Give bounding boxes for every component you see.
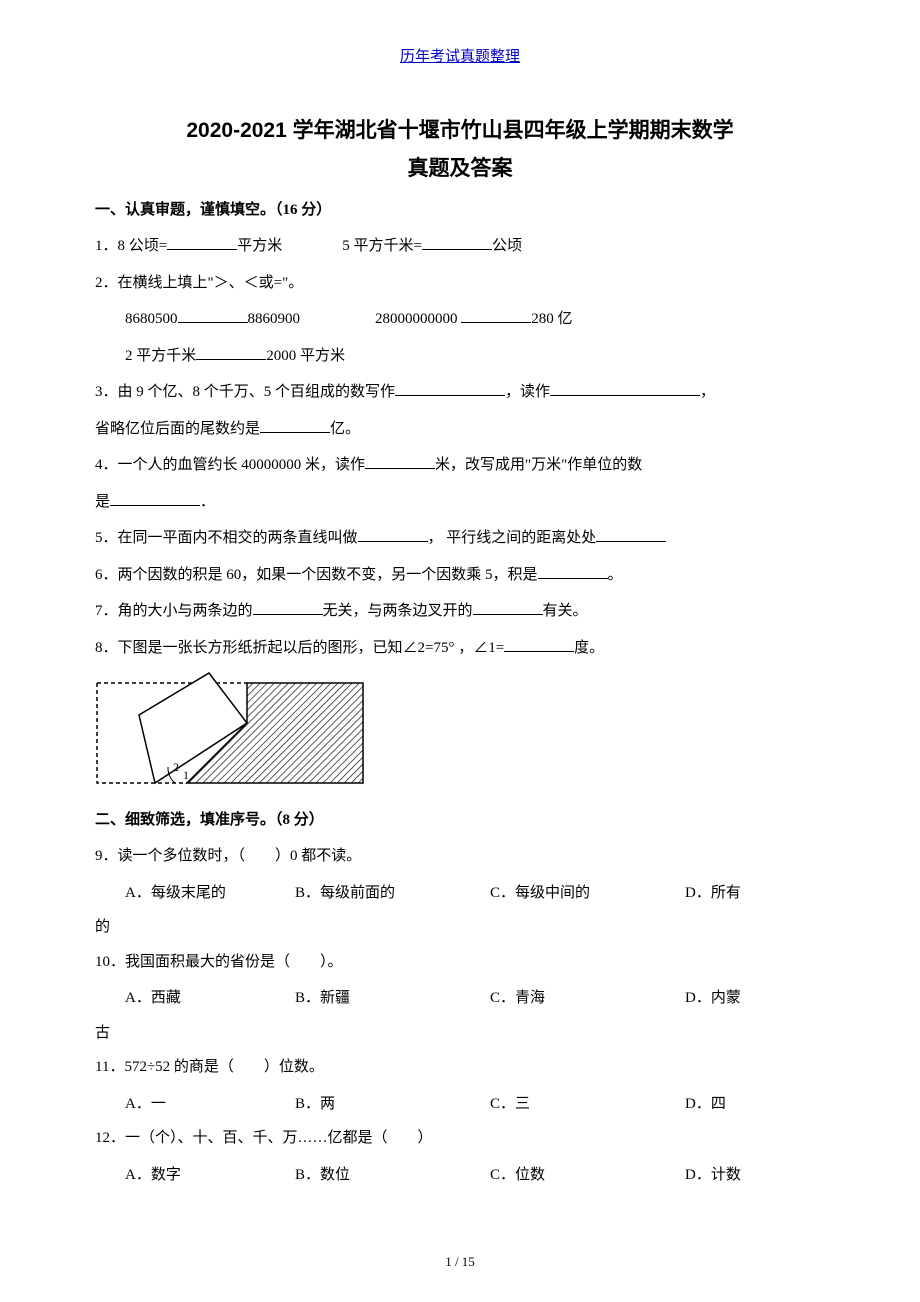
q2l1-b: 8860900 [248,311,301,327]
q3-c: ， [700,384,715,400]
q6-b: 。 [608,567,623,583]
q2l2-blank [196,342,266,360]
q9-choice-a: A．每级末尾的 [95,876,295,911]
fig-label-1: 1 [183,768,189,782]
q4-blank-1 [365,451,435,469]
q7-blank-2 [473,597,543,615]
q2l1-gap [300,311,375,327]
q11-choice-a: A．一 [95,1087,295,1122]
q2l1-blank-1 [178,305,248,323]
q4-b: 米，改写成用"万米"作单位的数 [435,457,642,473]
q2l1-a: 8680500 [125,311,178,327]
q1-blank-1 [167,232,237,250]
q3l2-b: 亿。 [330,421,360,437]
page-number: 1 / 15 [0,1254,920,1270]
q12-choice-a: A．数字 [95,1158,295,1193]
question-3-line-1: 3．由 9 个亿、8 个千万、5 个百组成的数写作 ，读作 ， [95,375,825,410]
question-12: 12．一（个）、十、百、千、万……亿都是（ ） [95,1121,825,1156]
q10-tail: 古 [95,1016,825,1051]
question-4-line-2: 是． [95,485,825,520]
fig-label-2: 2 [173,760,179,774]
q1-gap [282,238,342,254]
title-line-2: 真题及答案 [95,152,825,182]
q10-choice-c: C．青海 [490,981,685,1016]
q5-blank-1 [358,524,428,542]
question-2-line-2: 2 平方千米 2000 平方米 [95,339,825,374]
q1-text-c: 5 平方千米= [342,238,422,254]
q9-tail: 的 [95,910,825,945]
q8-a: 8．下图是一张长方形纸折起以后的图形，已知∠2=75° ，∠1= [95,640,504,656]
q3-blank-2 [550,378,700,396]
q9-choice-b: B．每级前面的 [295,876,490,911]
page-header-link: 历年考试真题整理 [95,45,825,66]
question-9: 9．读一个多位数时，（ ）0 都不读。 [95,839,825,874]
question-10-choices: A．西藏 B．新疆 C．青海 D．内蒙 [95,981,825,1016]
question-10: 10．我国面积最大的省份是（ ）。 [95,945,825,980]
q7-blank-1 [253,597,323,615]
q3-b: ，读作 [505,384,550,400]
q6-a: 6．两个因数的积是 60，如果一个因数不变，另一个因数乘 5，积是 [95,567,538,583]
q9-choice-c: C．每级中间的 [490,876,685,911]
question-6: 6．两个因数的积是 60，如果一个因数不变，另一个因数乘 5，积是 。 [95,558,825,593]
title-line-1: 2020-2021 学年湖北省十堰市竹山县四年级上学期期末数学 [95,114,825,144]
q3l2-a: 省略亿位后面的尾数约是 [95,421,260,437]
q10-choice-b: B．新疆 [295,981,490,1016]
q11-choice-c: C．三 [490,1087,685,1122]
q1-text-b: 平方米 [237,238,282,254]
q2l1-blank-2 [461,305,531,323]
q2l2-b: 2000 平方米 [266,348,345,364]
q4l2-a: 是 [95,494,110,510]
q4-blank-2 [110,488,200,506]
q8-blank [504,634,574,652]
question-2-line-1: 8680500 8860900 28000000000 280 亿 [95,302,825,337]
q7-a: 7．角的大小与两条边的 [95,603,253,619]
q10-choice-a: A．西藏 [95,981,295,1016]
section-1-header: 一、认真审题，谨慎填空。（16 分） [95,198,825,219]
q1-text-d: 公顷 [492,238,522,254]
q5-blank-2 [596,524,666,542]
question-12-choices: A．数字 B．数位 C．位数 D．计数 [95,1158,825,1193]
q8-b: 度。 [574,640,604,656]
q9-choice-d: D．所有 [685,876,825,911]
question-3-line-2: 省略亿位后面的尾数约是 亿。 [95,412,825,447]
question-11: 11．572÷52 的商是（ ）位数。 [95,1050,825,1085]
q7-b: 无关，与两条边叉开的 [323,603,473,619]
q1-text-a: 1．8 公顷= [95,238,167,254]
q3-blank-1 [395,378,505,396]
q10-choice-d: D．内蒙 [685,981,825,1016]
q3-blank-3 [260,415,330,433]
q2l2-a: 2 平方千米 [125,348,196,364]
q4-a: 4．一个人的血管约长 40000000 米，读作 [95,457,365,473]
section-2-header: 二、细致筛选，填准序号。（8 分） [95,808,825,829]
q11-choice-d: D．四 [685,1087,825,1122]
q12-choice-b: B．数位 [295,1158,490,1193]
q6-blank [538,561,608,579]
q12-choice-d: D．计数 [685,1158,825,1193]
q5-a: 5．在同一平面内不相交的两条直线叫做 [95,530,358,546]
q12-choice-c: C．位数 [490,1158,685,1193]
q2l1-c: 28000000000 [375,311,461,327]
question-9-choices: A．每级末尾的 B．每级前面的 C．每级中间的 D．所有 [95,876,825,911]
q7-c: 有关。 [543,603,588,619]
q11-choice-b: B．两 [295,1087,490,1122]
q2l1-d: 280 亿 [531,311,572,327]
q3-a: 3．由 9 个亿、8 个千万、5 个百组成的数写作 [95,384,395,400]
q4l2-b: ． [200,494,215,510]
question-7: 7．角的大小与两条边的 无关，与两条边叉开的 有关。 [95,594,825,629]
question-1: 1．8 公顷= 平方米 5 平方千米= 公顷 [95,229,825,264]
question-4-line-1: 4．一个人的血管约长 40000000 米，读作 米，改写成用"万米"作单位的数 [95,448,825,483]
question-5: 5．在同一平面内不相交的两条直线叫做 ， 平行线之间的距离处处 [95,521,825,556]
question-8: 8．下图是一张长方形纸折起以后的图形，已知∠2=75° ，∠1= 度。 [95,631,825,666]
q5-b: ， 平行线之间的距离处处 [428,530,597,546]
question-8-figure: 2 1 [95,671,825,794]
question-2-prompt: 2．在横线上填上"＞、＜或="。 [95,266,825,301]
question-11-choices: A．一 B．两 C．三 D．四 [95,1087,825,1122]
q1-blank-2 [422,232,492,250]
